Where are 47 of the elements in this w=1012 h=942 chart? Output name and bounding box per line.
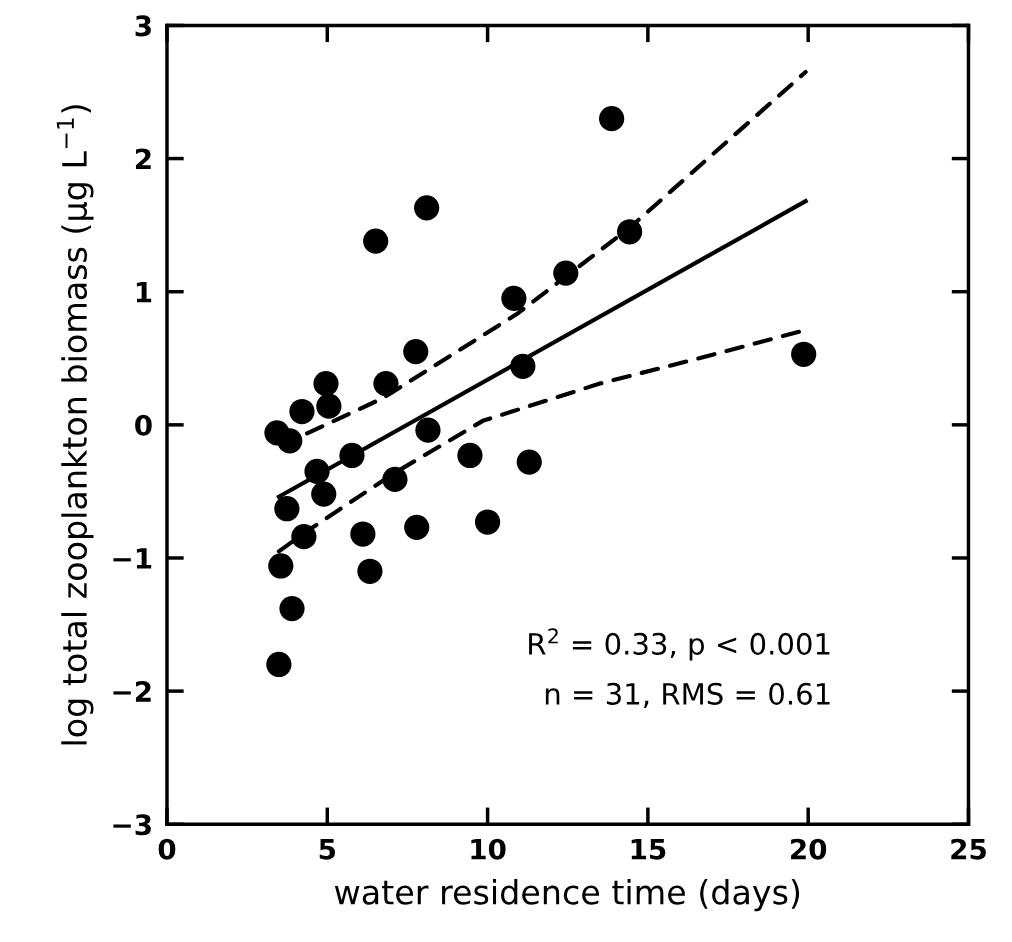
x-tick-label: 15 <box>631 838 666 860</box>
point <box>350 521 376 547</box>
x-tick-label: 20 <box>791 838 827 860</box>
x-tick-label: 0 <box>158 838 176 860</box>
y-tick-label: −1 <box>113 548 152 569</box>
point <box>316 393 342 419</box>
point <box>289 398 315 425</box>
point <box>599 106 625 132</box>
x-tick-label: 25 <box>951 838 986 860</box>
point <box>403 339 429 365</box>
point <box>404 514 430 540</box>
y-tick-label: 3 <box>135 15 151 37</box>
point <box>304 458 330 485</box>
x-tick-label: 5 <box>319 838 335 860</box>
point <box>266 651 292 678</box>
y-tick-label: −3 <box>113 814 151 836</box>
point <box>291 524 317 550</box>
point <box>616 219 643 245</box>
point <box>457 442 483 469</box>
x-axis-title: water residence time (days) <box>334 878 800 912</box>
point <box>279 595 305 622</box>
annotation: R$^{2}$ = 0.33, p < 0.001 <box>529 628 830 661</box>
y-tick-label: 2 <box>135 148 151 170</box>
point <box>791 341 817 367</box>
point <box>268 553 294 579</box>
point <box>553 260 579 286</box>
point <box>510 353 536 379</box>
y-tick-label: 1 <box>136 282 152 303</box>
point <box>501 285 527 311</box>
point <box>357 558 383 584</box>
point <box>313 370 339 397</box>
x-tick-label: 10 <box>471 838 506 860</box>
y-tick-label: 0 <box>135 414 152 436</box>
y-axis-title: log total zooplankton biomass (μg L$^{−1}$) <box>56 105 94 745</box>
point <box>382 466 408 493</box>
point <box>363 228 389 254</box>
point <box>274 496 300 522</box>
point <box>414 195 440 221</box>
point <box>277 428 303 454</box>
point <box>311 481 337 507</box>
point <box>373 370 399 397</box>
point <box>415 417 441 443</box>
point <box>516 449 542 475</box>
point <box>474 509 501 535</box>
point <box>339 442 365 469</box>
annotation: n = 31, RMS = 0.61 <box>545 682 830 708</box>
y-tick-label: −2 <box>113 681 151 702</box>
